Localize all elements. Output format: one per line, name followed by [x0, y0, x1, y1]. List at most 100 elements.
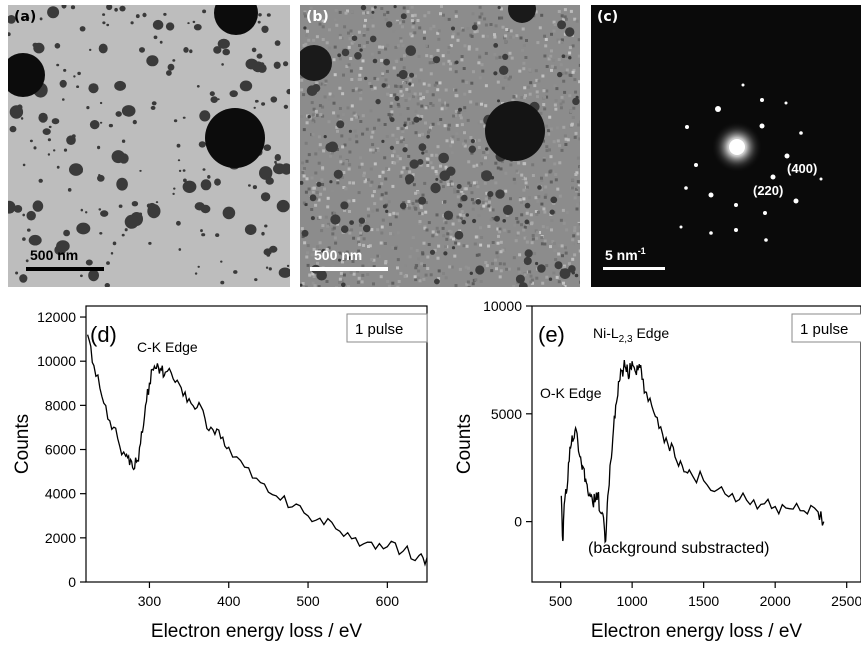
noise-speck — [317, 161, 321, 165]
noise-speck — [513, 181, 517, 185]
noise-speck — [371, 7, 375, 11]
particle — [217, 38, 230, 49]
noise-speck — [496, 166, 500, 170]
particle — [197, 265, 200, 268]
noise-speck — [375, 208, 379, 212]
noise-speck — [310, 101, 314, 105]
scalebar-line — [26, 267, 104, 271]
noise-speck — [317, 198, 321, 202]
noise-speck — [389, 222, 392, 226]
noise-speck — [528, 92, 532, 96]
noise-speck — [369, 148, 373, 152]
particle — [124, 214, 139, 229]
noise-speck — [328, 46, 331, 50]
noise-speck — [371, 194, 375, 198]
particle — [176, 220, 181, 226]
noise-speck — [442, 62, 446, 66]
particle — [244, 224, 257, 236]
particle — [455, 60, 459, 65]
particle — [418, 117, 422, 121]
noise-speck — [317, 249, 321, 253]
scalebar-label: 500 nm — [314, 247, 362, 263]
noise-speck — [341, 252, 344, 256]
noise-speck — [331, 189, 334, 193]
noise-speck — [484, 261, 488, 264]
particle — [274, 40, 281, 46]
noise-speck — [318, 241, 322, 245]
noise-speck — [303, 10, 307, 14]
noise-speck — [332, 101, 336, 105]
noise-speck — [384, 47, 388, 51]
particle — [568, 265, 576, 273]
particle — [434, 278, 440, 285]
particle — [549, 209, 555, 215]
noise-speck — [453, 254, 457, 258]
diffraction-spot — [715, 106, 721, 112]
noise-speck — [477, 21, 481, 25]
particle — [79, 26, 86, 32]
particle — [409, 72, 415, 78]
noise-speck — [550, 68, 553, 72]
noise-speck — [337, 177, 341, 181]
noise-speck — [446, 103, 450, 107]
particle — [15, 271, 19, 275]
noise-speck — [370, 258, 374, 261]
noise-speck — [495, 222, 499, 226]
noise-speck — [333, 11, 336, 15]
noise-speck — [458, 113, 462, 117]
particle — [214, 178, 221, 186]
noise-speck — [300, 75, 304, 79]
noise-speck — [412, 95, 415, 99]
noise-speck — [564, 17, 568, 21]
particle — [371, 10, 375, 14]
noise-speck — [352, 272, 356, 276]
particle — [62, 98, 65, 101]
particle — [515, 274, 525, 284]
noise-speck — [472, 164, 476, 168]
noise-speck — [541, 139, 545, 143]
noise-speck — [475, 253, 479, 257]
particle — [198, 141, 206, 148]
particle — [28, 234, 42, 246]
noise-speck — [368, 82, 372, 85]
diffraction-spot — [784, 153, 790, 159]
noise-speck — [356, 280, 360, 284]
noise-speck — [523, 86, 527, 90]
noise-speck — [396, 159, 400, 163]
diffraction-spot — [709, 231, 713, 235]
noise-speck — [366, 273, 370, 276]
noise-speck — [343, 258, 346, 262]
particle — [200, 229, 203, 233]
particle — [119, 5, 126, 12]
noise-speck — [428, 128, 432, 132]
noise-speck — [448, 67, 452, 71]
noise-speck — [358, 73, 362, 77]
particle — [266, 13, 271, 17]
noise-speck — [395, 212, 399, 216]
noise-speck — [419, 92, 422, 96]
y-tick-label: 2000 — [45, 530, 76, 546]
noise-speck — [449, 144, 453, 148]
noise-speck — [504, 34, 508, 38]
particle — [461, 194, 468, 202]
noise-speck — [429, 102, 433, 105]
noise-speck — [466, 118, 470, 122]
noise-speck — [315, 190, 319, 194]
particle — [394, 96, 400, 102]
x-tick-label: 500 — [296, 593, 320, 609]
noise-speck — [384, 260, 388, 263]
particle — [259, 62, 265, 68]
noise-speck — [409, 203, 413, 207]
particle — [359, 48, 363, 52]
noise-speck — [439, 118, 443, 121]
noise-speck — [491, 217, 495, 221]
particle — [502, 53, 509, 61]
noise-speck — [469, 100, 473, 104]
noise-speck — [541, 225, 545, 229]
noise-speck — [545, 95, 549, 99]
noise-speck — [568, 51, 572, 55]
noise-speck — [366, 27, 370, 31]
particle — [215, 233, 220, 238]
noise-speck — [463, 144, 467, 148]
